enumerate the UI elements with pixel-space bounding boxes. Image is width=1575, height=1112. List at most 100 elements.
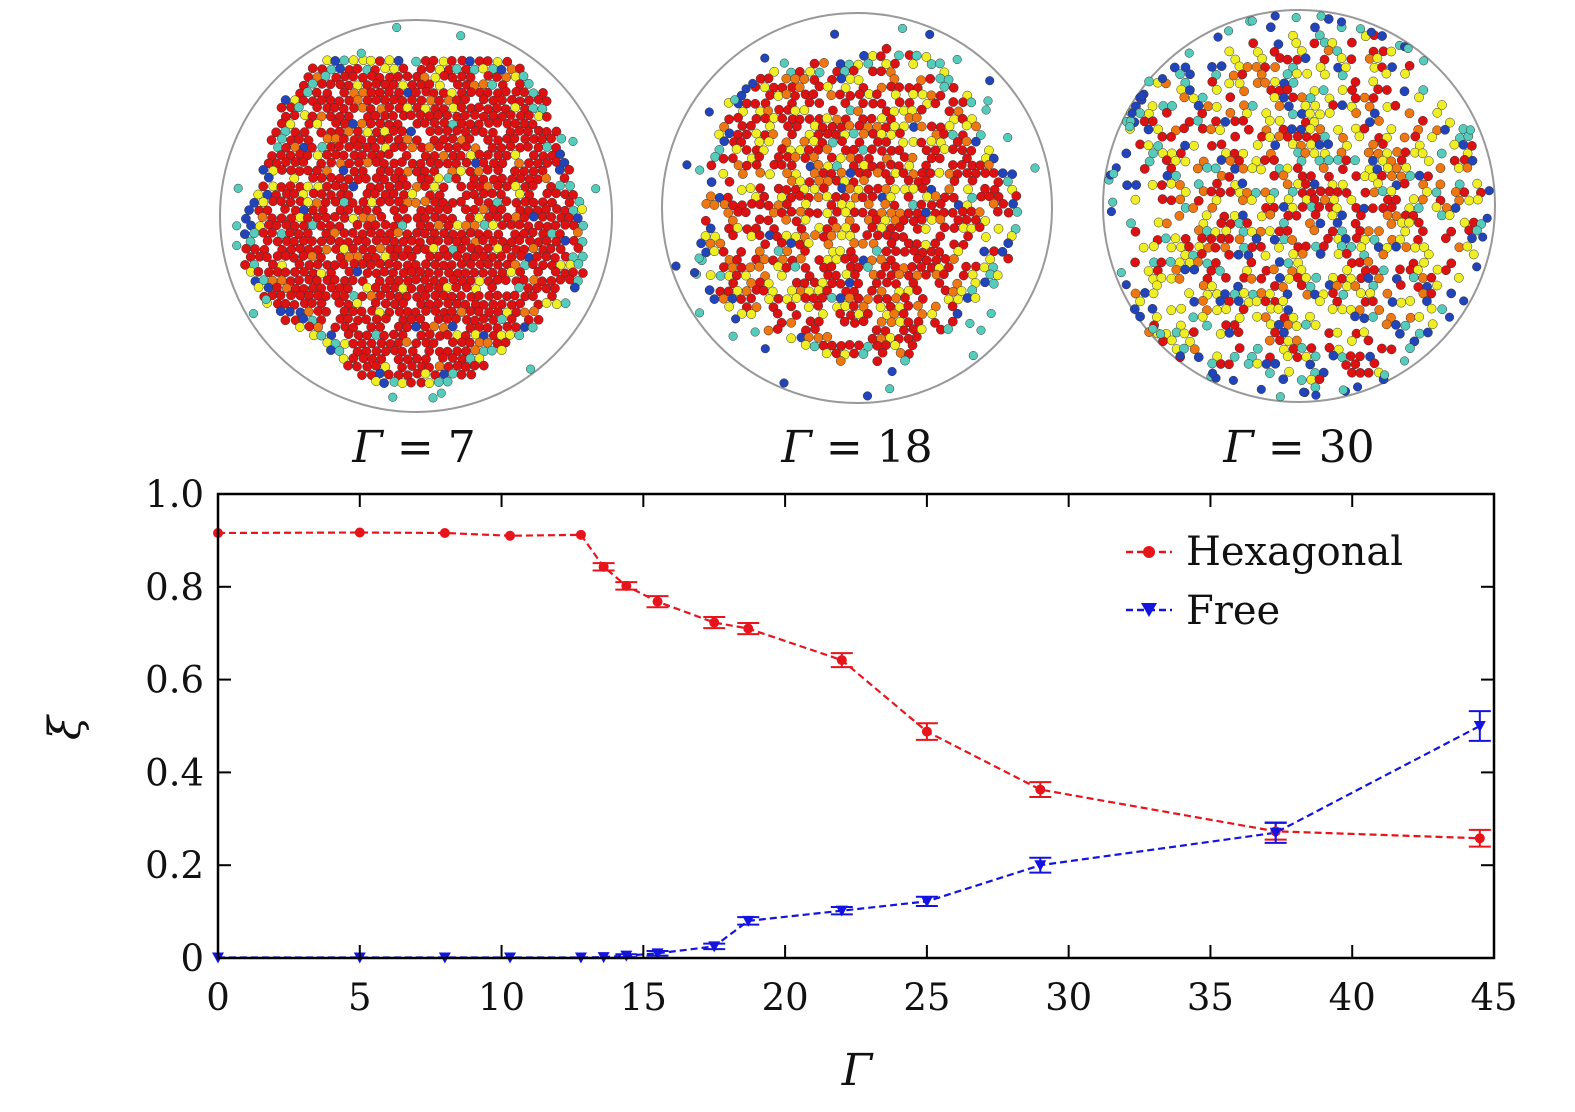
- particle: [1274, 257, 1285, 267]
- particle: [858, 316, 869, 327]
- particle: [425, 329, 435, 340]
- particle: [850, 223, 861, 233]
- particle: [1169, 62, 1180, 73]
- particle: [944, 106, 955, 117]
- particle: [1166, 195, 1177, 206]
- particle: [465, 72, 476, 83]
- particle: [506, 267, 516, 277]
- particle: [715, 270, 726, 281]
- particle: [1435, 179, 1446, 190]
- particle: [980, 216, 991, 226]
- particle: [871, 245, 882, 256]
- particle: [871, 89, 882, 100]
- snapshot-panel-gamma-30: [1102, 9, 1496, 403]
- particle: [442, 329, 453, 340]
- particle: [1350, 359, 1361, 369]
- free-particle: [261, 294, 271, 304]
- particle: [812, 208, 823, 219]
- particle: [1292, 131, 1303, 142]
- particle: [1270, 327, 1280, 338]
- particle: [826, 292, 837, 303]
- particle: [1174, 211, 1185, 221]
- particle: [1323, 139, 1334, 150]
- particle: [1444, 210, 1455, 221]
- particle: [343, 204, 354, 215]
- particle: [745, 183, 756, 193]
- particle: [420, 196, 431, 207]
- particle: [1148, 148, 1158, 159]
- particle: [1147, 179, 1158, 190]
- particle: [501, 243, 512, 254]
- particle: [1243, 124, 1254, 135]
- particle: [877, 113, 887, 124]
- particle: [253, 282, 264, 293]
- particle: [1197, 248, 1207, 259]
- particle: [317, 79, 327, 89]
- particle: [497, 299, 507, 310]
- particle: [706, 160, 717, 171]
- particle: [366, 87, 377, 98]
- particle: [763, 278, 774, 289]
- particle: [343, 360, 353, 371]
- particle: [930, 191, 941, 201]
- particle: [922, 191, 932, 202]
- particle: [1423, 156, 1434, 166]
- particle: [347, 275, 358, 286]
- particle: [1419, 242, 1430, 253]
- particle: [741, 160, 752, 171]
- data-point-hexagonal: [598, 561, 609, 572]
- free-particle: [965, 318, 975, 328]
- particle: [542, 188, 553, 199]
- particle: [970, 293, 981, 303]
- particle: [493, 229, 504, 240]
- particle: [1234, 78, 1245, 89]
- particle: [366, 338, 377, 349]
- particle: [817, 277, 828, 288]
- particle: [1431, 202, 1442, 212]
- particle: [1453, 163, 1464, 173]
- particle: [338, 165, 349, 176]
- particle: [1143, 140, 1154, 151]
- particle: [1419, 257, 1429, 268]
- free-particle: [1109, 169, 1119, 179]
- free-particle: [976, 325, 986, 335]
- particle: [343, 313, 353, 324]
- particle: [496, 345, 507, 355]
- particle: [796, 253, 806, 264]
- particle: [1341, 188, 1352, 198]
- particle: [294, 259, 305, 269]
- particle: [1368, 155, 1378, 166]
- particle: [425, 95, 436, 106]
- particle: [1355, 368, 1366, 378]
- particle: [519, 87, 530, 98]
- particle: [421, 306, 431, 316]
- particle: [912, 224, 923, 234]
- particle: [1189, 344, 1200, 355]
- particle: [514, 158, 524, 169]
- snapshot-caption-value: 18: [877, 422, 933, 473]
- particle: [275, 306, 286, 317]
- particle: [397, 220, 408, 231]
- particle: [947, 130, 958, 140]
- particle: [1381, 68, 1392, 79]
- particle: [1363, 273, 1374, 283]
- particle: [1283, 258, 1294, 269]
- y-tick-label: 1.0: [145, 473, 204, 516]
- snapshot-caption-equals: =: [812, 422, 877, 473]
- particle: [1206, 124, 1216, 135]
- particle: [890, 246, 901, 257]
- particle: [728, 230, 738, 241]
- particle: [835, 278, 846, 289]
- particle: [1207, 202, 1218, 213]
- particle: [894, 269, 905, 280]
- particle: [433, 268, 444, 278]
- particle: [401, 180, 412, 191]
- particle: [348, 338, 359, 349]
- particle: [848, 128, 859, 139]
- particle: [371, 79, 382, 89]
- particle: [1270, 140, 1281, 151]
- particle: [470, 329, 481, 340]
- particle: [541, 298, 552, 308]
- particle: [554, 165, 565, 175]
- particle: [253, 266, 264, 277]
